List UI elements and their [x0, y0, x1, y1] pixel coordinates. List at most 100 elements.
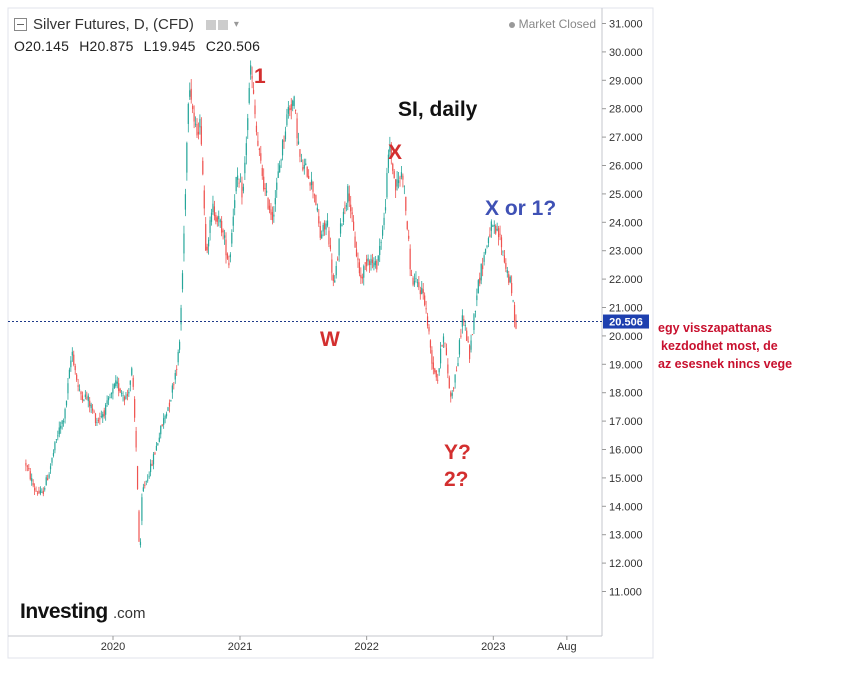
candle-body [457, 363, 459, 367]
candle-body [60, 425, 62, 429]
candle-body [373, 262, 375, 267]
candle-body [118, 383, 120, 391]
candle-body [109, 397, 111, 399]
candle-body [502, 251, 504, 253]
candle-body [424, 295, 426, 305]
candle-body [458, 340, 461, 355]
candle-body [318, 216, 320, 224]
candle-body [289, 108, 291, 111]
price-tick-label: 17.000 [609, 416, 643, 428]
candle-body [490, 221, 492, 231]
candle-body [284, 131, 287, 140]
candle-body [364, 262, 366, 264]
candle-body [513, 304, 516, 321]
candle-body [47, 478, 49, 481]
candle-body [244, 162, 246, 174]
candle-body [222, 230, 224, 233]
candle-body [235, 176, 237, 192]
candle-body [70, 360, 72, 368]
candle-body [58, 427, 60, 435]
candle-body [190, 88, 192, 100]
candle-body [377, 255, 379, 261]
candle-body [413, 280, 416, 285]
candle-body [203, 190, 205, 209]
candle-body [506, 270, 508, 274]
candle-body [25, 462, 27, 466]
annotation-title: SI, daily [398, 98, 478, 121]
candle-body [161, 424, 163, 426]
candle-body [266, 190, 268, 193]
candle-body [84, 394, 86, 398]
price-tick-label: 24.000 [609, 217, 643, 229]
candle-body [353, 221, 355, 231]
candle-body [400, 172, 403, 178]
candle-body [34, 488, 36, 491]
candle-body [479, 277, 481, 284]
candle-body [125, 395, 127, 399]
candle-body [450, 392, 452, 397]
candle-body [332, 275, 334, 281]
candle-body [245, 143, 247, 156]
candle-body [487, 238, 490, 244]
candle-body [164, 415, 166, 419]
candle-body [483, 255, 485, 262]
candle-body [39, 490, 42, 494]
candle-body [228, 262, 230, 266]
candle-body [415, 278, 417, 280]
candle-body [339, 223, 342, 234]
legend-settings[interactable] [205, 19, 228, 30]
eye-icon[interactable] [205, 19, 216, 30]
time-tick-label: Aug [557, 641, 577, 653]
candle-body [509, 276, 511, 283]
candle-body [115, 380, 117, 387]
candle-body [250, 65, 252, 75]
candle-body [247, 118, 249, 131]
side-note-line-1: egy visszapattanas [658, 321, 772, 335]
candle-body [242, 186, 245, 191]
candle-body [232, 216, 234, 226]
candle-body [209, 220, 211, 233]
candle-body [174, 373, 176, 380]
candle-body [215, 214, 217, 222]
candle-body [241, 182, 243, 198]
candle-body [119, 388, 121, 393]
gear-icon[interactable] [217, 19, 228, 30]
candle-body [429, 340, 432, 348]
high-value: H20.875 [79, 38, 134, 54]
candle-body [470, 340, 472, 350]
collapse-icon[interactable] [14, 18, 27, 31]
candle-body [421, 287, 423, 294]
candle-body [38, 490, 40, 493]
candle-body [348, 193, 350, 202]
candle-body [383, 217, 385, 226]
candle-body [57, 435, 59, 437]
candle-body [86, 397, 88, 399]
candle-body [181, 273, 184, 290]
candle-body [351, 212, 353, 215]
status-dot-icon [508, 21, 515, 28]
candle-body [200, 126, 202, 145]
candle-body [48, 474, 50, 478]
chevron-down-icon[interactable]: ▾ [233, 19, 239, 30]
candle-body [264, 187, 266, 190]
candle-body [89, 400, 91, 407]
candle-body [258, 148, 260, 150]
market-status: Market Closed [508, 17, 596, 31]
candle-body [315, 195, 317, 206]
candle-body [206, 246, 208, 251]
price-tick-label: 31.000 [609, 19, 643, 31]
candle-body [367, 258, 369, 262]
price-tick-label: 19.000 [609, 359, 643, 371]
candle-body [324, 222, 326, 230]
price-tick-label: 23.000 [609, 246, 643, 258]
logo-main: Investing [20, 600, 108, 623]
candle-body [399, 177, 401, 179]
candle-body [142, 487, 144, 492]
candle-body [341, 224, 343, 226]
candle-body [293, 96, 295, 107]
candle-body [428, 327, 430, 332]
candle-body [205, 224, 207, 251]
candle-body [113, 384, 115, 389]
candle-body [371, 259, 374, 263]
